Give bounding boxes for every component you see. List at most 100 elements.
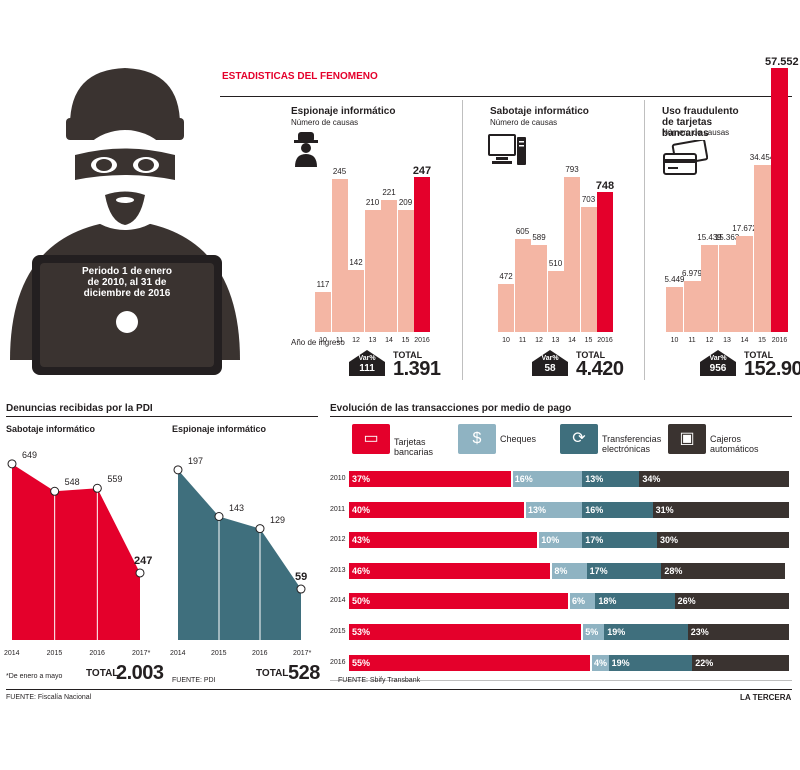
year-label: 2015 bbox=[330, 628, 346, 635]
panel-title: Sabotaje informático bbox=[490, 106, 589, 117]
segment-divider bbox=[581, 624, 584, 640]
var-value: 956 bbox=[700, 362, 736, 376]
segment-value-label: 37% bbox=[352, 474, 371, 484]
year-label: 2014 bbox=[330, 597, 346, 605]
segment-value-label: 22% bbox=[695, 657, 714, 668]
segment-divider bbox=[590, 654, 592, 671]
stacked-bar-row: 50% 6% 18% 26% bbox=[349, 593, 789, 610]
bar-value-label: 210 bbox=[365, 197, 380, 207]
bar-value-label: 15.363 bbox=[714, 233, 740, 243]
data-point bbox=[255, 524, 265, 534]
bar bbox=[514, 239, 531, 332]
year-label: 2013 bbox=[330, 566, 346, 574]
segment-value-label: 53% bbox=[352, 627, 371, 637]
data-label: 197 bbox=[188, 455, 204, 466]
segment-value-label: 17% bbox=[585, 535, 604, 546]
bar-value-label: 472 bbox=[499, 271, 513, 281]
denuncias-sabotaje-chart: Sabotaje informático 649 2014 548 2015 559 20… bbox=[4, 420, 164, 685]
bar-segment: 19% bbox=[608, 654, 693, 671]
total-label: TOTAL bbox=[576, 350, 606, 360]
segment-value-label: 19% bbox=[607, 627, 626, 637]
segment-value-label: 17% bbox=[589, 565, 608, 576]
var-badge: Var% 956 bbox=[700, 350, 736, 376]
tick-label: 11 bbox=[688, 337, 696, 344]
tick-label: 12 bbox=[535, 337, 543, 344]
tick-label: 11 bbox=[518, 337, 527, 344]
bar-segment: 6% bbox=[569, 593, 596, 610]
segment-value-label: 46% bbox=[352, 565, 371, 576]
var-badge-roof bbox=[349, 350, 385, 362]
var-value: 111 bbox=[349, 362, 385, 376]
bar-segment: 43% bbox=[349, 532, 539, 549]
bar bbox=[498, 283, 514, 332]
bar-segment: 37% bbox=[349, 471, 512, 487]
data-point bbox=[173, 465, 183, 475]
tick-label: 2017* bbox=[132, 650, 151, 657]
tick-label: 2015 bbox=[46, 650, 63, 657]
transfer-icon: ⟳ bbox=[560, 424, 598, 454]
segment-value-label: 30% bbox=[660, 535, 679, 546]
data-point bbox=[92, 483, 102, 493]
bar bbox=[315, 291, 331, 332]
segment-value-label: 40% bbox=[352, 504, 371, 515]
segment-value-label: 10% bbox=[541, 535, 560, 546]
segment-divider bbox=[510, 471, 513, 487]
segment-divider bbox=[537, 532, 540, 549]
stacked-bar-row: 37% 16% 13% 34% bbox=[349, 471, 789, 487]
bar-segment: 17% bbox=[582, 532, 657, 549]
panel-subtitle: Número de causas bbox=[662, 128, 730, 137]
espionaje-panel: Espionaje informático Número de causas A… bbox=[285, 100, 455, 390]
panel-subtitle: Número de causas bbox=[291, 118, 359, 127]
segment-value-label: 34% bbox=[642, 474, 661, 484]
legend-label: Cajeros automáticos bbox=[710, 434, 759, 454]
data-point bbox=[50, 486, 60, 496]
axis-note: Año de ingreso bbox=[291, 338, 345, 347]
bar-value-label: 703 bbox=[581, 194, 596, 204]
segment-value-label: 43% bbox=[352, 535, 371, 546]
tick-label: 12 bbox=[352, 337, 360, 344]
stacked-bar-row: 53% 5% 19% 23% bbox=[349, 624, 789, 640]
tick-label: 14 bbox=[385, 337, 393, 344]
bar-segment: 16% bbox=[511, 471, 583, 487]
stacked-bar-row: 55% 4% 19% 22% bbox=[349, 654, 789, 671]
bar bbox=[414, 177, 430, 332]
data-label: 59 bbox=[295, 571, 308, 584]
cheque-icon: $ bbox=[458, 424, 496, 454]
total-label: TOTAL bbox=[256, 668, 289, 679]
bar-value-label: 57.552 bbox=[765, 56, 799, 68]
panel-title: Uso fraudulento de tarjetas bancarias bbox=[662, 106, 739, 139]
segment-value-label: 16% bbox=[585, 504, 604, 515]
bar bbox=[564, 177, 580, 332]
bar bbox=[597, 191, 613, 332]
bar-segment: 22% bbox=[692, 654, 789, 671]
bar-segment: 31% bbox=[652, 501, 789, 518]
card-icon: ▭ bbox=[352, 424, 390, 454]
var-badge-roof bbox=[700, 350, 736, 362]
tick-label: 13 bbox=[723, 337, 731, 344]
year-label: 2010 bbox=[330, 475, 346, 482]
bar-segment: 13% bbox=[582, 471, 640, 487]
bar bbox=[701, 245, 718, 332]
footer-brand: LA TERCERA bbox=[740, 693, 792, 702]
data-point bbox=[296, 584, 306, 594]
credit-card-icon bbox=[663, 140, 708, 175]
bar-segment: 10% bbox=[538, 532, 583, 549]
bar-segment: 18% bbox=[595, 593, 675, 610]
tick-label: 2016 bbox=[414, 337, 430, 344]
year-label: 2016 bbox=[330, 658, 346, 666]
bar-segment: 46% bbox=[349, 562, 552, 579]
segment-value-label: 26% bbox=[677, 596, 696, 607]
bar bbox=[683, 280, 701, 332]
tick-label: 2016 bbox=[89, 650, 105, 657]
var-label: Var% bbox=[541, 355, 559, 362]
tick-label: 2015 bbox=[211, 650, 227, 657]
pdi-source: FUENTE: PDI bbox=[172, 677, 216, 684]
segment-value-label: 19% bbox=[611, 657, 630, 668]
bar-value-label: 245 bbox=[332, 166, 347, 176]
data-point bbox=[214, 512, 224, 521]
footer-source: FUENTE: Fiscalía Nacional bbox=[6, 694, 92, 701]
data-label: 548 bbox=[64, 477, 80, 488]
bar-value-label: 605 bbox=[515, 227, 530, 237]
bar-segment: 5% bbox=[582, 624, 605, 640]
computer-icon bbox=[488, 134, 526, 165]
